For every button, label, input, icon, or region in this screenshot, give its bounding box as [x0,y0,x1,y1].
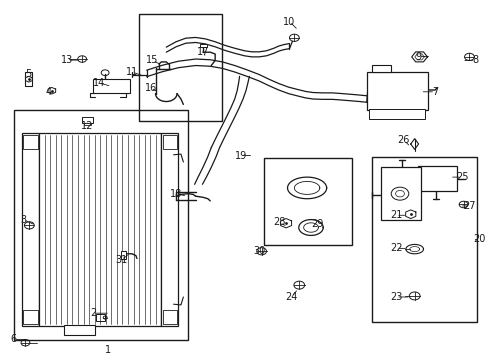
Text: 1: 1 [104,345,110,355]
Bar [381,167,420,220]
Bar [93,79,129,93]
Text: 28: 28 [273,217,285,228]
Bar [161,133,178,326]
Text: 20: 20 [472,234,485,244]
Bar [63,325,95,335]
Text: 30: 30 [252,246,265,256]
Bar [368,109,425,119]
Text: 6: 6 [11,334,17,345]
Bar [22,133,39,326]
Text: 4: 4 [46,87,52,97]
Bar [371,65,390,72]
Text: 12: 12 [81,121,93,131]
Bar [163,310,176,324]
Bar [39,133,161,326]
Bar [417,166,456,191]
Text: 9: 9 [415,51,421,62]
Text: 13: 13 [61,55,74,65]
Text: 7: 7 [431,87,437,97]
Bar [96,314,104,321]
Text: 3: 3 [20,215,26,225]
Text: 18: 18 [169,189,182,199]
Text: 8: 8 [471,55,477,66]
Bar [84,123,91,125]
Text: 5: 5 [25,69,31,79]
Bar [371,157,476,322]
Polygon shape [411,52,427,62]
Text: 29: 29 [311,219,324,229]
Bar [264,158,351,245]
Text: 16: 16 [144,83,157,93]
Text: 17: 17 [196,47,209,57]
Bar [366,72,427,110]
Bar [163,135,176,149]
Text: 15: 15 [146,55,159,66]
Bar [25,72,32,86]
Text: 2: 2 [90,308,96,318]
Text: 19: 19 [234,150,246,161]
Text: 27: 27 [462,201,475,211]
Text: 11: 11 [125,67,138,77]
Bar [139,14,222,121]
Text: 14: 14 [92,78,105,88]
Text: 22: 22 [389,243,402,253]
Bar [82,117,93,123]
Bar [121,251,126,259]
Bar [23,310,38,324]
Text: 26: 26 [397,135,409,145]
Text: 24: 24 [285,292,297,302]
Bar [14,110,188,340]
Bar [23,135,38,149]
Text: 31: 31 [115,255,127,265]
Text: 10: 10 [283,17,295,27]
Text: 25: 25 [455,172,468,182]
Text: 23: 23 [389,292,402,302]
Text: 21: 21 [389,210,402,220]
Bar [199,44,206,47]
